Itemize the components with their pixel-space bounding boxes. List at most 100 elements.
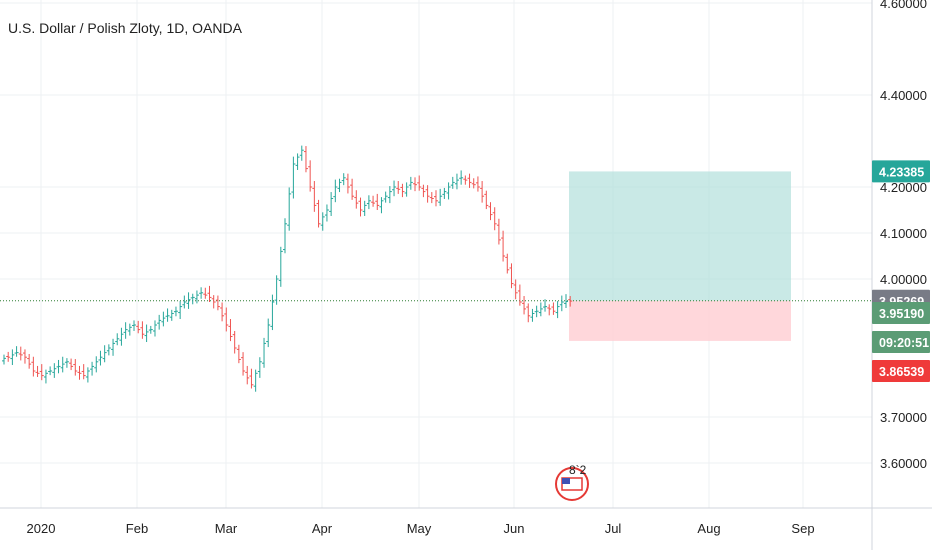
ohlc-bar: [438, 188, 443, 206]
ohlc-bar: [433, 190, 438, 207]
ohlc-bar: [320, 212, 325, 231]
ohlc-bar: [111, 338, 116, 356]
ohlc-bar: [270, 294, 275, 331]
ohlc-bar: [488, 202, 493, 221]
ohlc-bar: [492, 207, 497, 231]
ohlc-bar: [362, 200, 367, 216]
ohlc-bar: [43, 369, 48, 384]
price-tick-label: 4.60000: [880, 0, 927, 11]
ohlc-bar: [429, 192, 434, 204]
ohlc-bar: [262, 337, 267, 368]
ohlc-bar: [295, 153, 300, 170]
ohlc-bar: [224, 307, 229, 332]
ohlc-bar: [98, 350, 103, 366]
ohlc-bar: [211, 295, 216, 309]
ohlc-bar: [169, 309, 174, 321]
ohlc-bar: [316, 199, 321, 228]
ohlc-bar: [115, 333, 120, 346]
ohlc-bar: [22, 349, 27, 364]
ohlc-bar: [39, 364, 44, 381]
ohlc-bar: [413, 177, 418, 192]
target-zone: [569, 171, 791, 301]
ohlc-bar: [559, 295, 564, 312]
ohlc-bar: [291, 156, 296, 199]
ohlc-bar: [484, 190, 489, 210]
ohlc-bar: [379, 197, 384, 214]
event-badge-label: 8`2: [569, 463, 587, 477]
ohlc-bar: [459, 170, 464, 185]
flag-canton: [562, 478, 570, 484]
ohlc-bar: [123, 322, 128, 339]
countdown-tag: 09:20:51: [872, 331, 930, 353]
ohlc-bar: [454, 173, 459, 190]
ohlc-bar: [324, 204, 329, 222]
ohlc-bar: [303, 146, 308, 173]
ohlc-bar: [278, 246, 283, 287]
ohlc-bar: [568, 296, 573, 307]
ohlc-bar: [496, 218, 501, 245]
ohlc-bar: [350, 178, 355, 200]
ohlc-bar: [190, 293, 195, 305]
ohlc-bar: [182, 295, 187, 309]
ohlc-bar: [266, 318, 271, 348]
ohlc-bar: [471, 178, 476, 189]
ohlc-bar: [421, 184, 426, 198]
svg-text:09:20:51: 09:20:51: [879, 336, 929, 350]
ohlc-bar: [27, 353, 32, 369]
ohlc-bar: [207, 285, 212, 302]
ohlc-bar: [396, 181, 401, 194]
ohlc-bar: [564, 294, 568, 308]
ohlc-bar: [526, 303, 531, 323]
ohlc-bar: [392, 180, 397, 197]
ohlc-bar: [148, 325, 153, 334]
ohlc-bar: [425, 185, 430, 203]
ohlc-bar: [341, 173, 346, 186]
time-tick-label: Apr: [312, 521, 333, 536]
ohlc-bar: [371, 195, 376, 207]
ohlc-bar: [178, 301, 183, 320]
ohlc-bar: [501, 230, 506, 262]
ohlc-bar: [283, 218, 287, 254]
ohlc-bar: [236, 344, 241, 364]
ohlc-bar: [417, 175, 422, 191]
ohlc-bar: [2, 354, 6, 365]
time-tick-label: May: [407, 521, 432, 536]
ohlc-bar: [18, 346, 23, 361]
ohlc-bar: [442, 187, 447, 199]
ohlc-bar: [375, 193, 380, 210]
ohlc-bar: [517, 284, 522, 306]
ohlc-bar: [220, 302, 225, 322]
price-axis[interactable]: 3.60000 3.70000 4.00000 4.10000 4.20000 4.400…: [880, 0, 927, 471]
ohlc-bar: [102, 345, 107, 363]
svg-text:3.86539: 3.86539: [879, 365, 924, 379]
long-position-zones[interactable]: [569, 171, 791, 341]
price-tick-label: 3.70000: [880, 410, 927, 425]
ohlc-bar: [551, 302, 556, 315]
stop-price-tag: 3.86539: [872, 360, 930, 382]
ohlc-bar: [446, 182, 451, 200]
stop-zone: [569, 300, 791, 341]
ohlc-bar: [509, 263, 514, 289]
ohlc-bar: [538, 302, 543, 317]
ohlc-bar: [14, 346, 19, 357]
ohlc-bar: [69, 358, 74, 371]
time-tick-label: Mar: [215, 521, 238, 536]
ohlc-bar: [119, 327, 124, 346]
time-axis[interactable]: 2020 Feb Mar Apr May Jun Jul Aug Sep: [27, 521, 815, 536]
time-tick-label: Jul: [605, 521, 622, 536]
time-tick-label: Feb: [126, 521, 148, 536]
ohlc-bar: [140, 321, 145, 339]
ohlc-bar: [450, 176, 455, 189]
ohlc-bar: [467, 173, 472, 188]
event-badge[interactable]: 8`2: [555, 463, 589, 501]
ohlc-bar: [31, 356, 36, 377]
time-tick-label: Aug: [697, 521, 720, 536]
ohlc-bar: [475, 176, 480, 192]
current-price-tag: 3.95190: [872, 302, 930, 324]
ohlc-bar: [186, 292, 191, 309]
ohlc-bar: [94, 356, 99, 373]
ohlc-bar: [287, 187, 292, 231]
